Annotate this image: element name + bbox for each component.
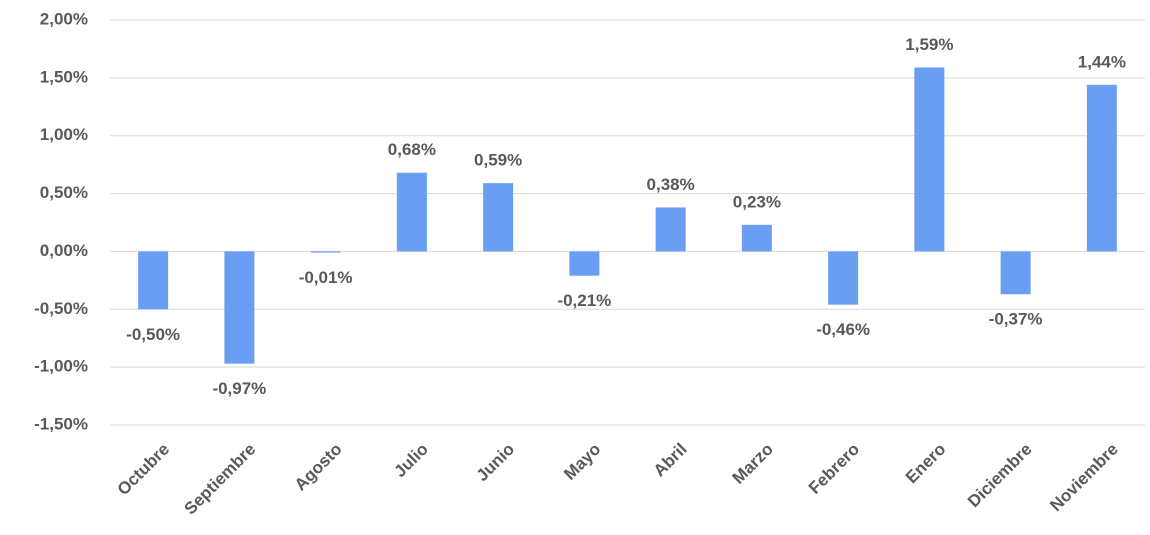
value-label: 0,38% — [647, 175, 695, 194]
x-tick-label: Septiembre — [180, 440, 259, 519]
x-tick-label: Junio — [473, 440, 518, 485]
y-tick-label: -1,50% — [34, 414, 88, 433]
y-tick-label: 2,00% — [40, 9, 88, 28]
bar — [310, 251, 341, 253]
value-label: 0,68% — [388, 140, 436, 159]
bar — [569, 251, 600, 276]
y-tick-label: 0,00% — [40, 241, 88, 260]
x-tick-label: Abril — [650, 440, 691, 481]
value-label: -0,37% — [989, 310, 1043, 329]
bar — [224, 251, 255, 364]
x-tick-label: Agosto — [291, 440, 346, 495]
value-label: -0,50% — [126, 325, 180, 344]
x-tick-label: Noviembre — [1046, 440, 1122, 516]
bar — [828, 251, 859, 305]
value-label: -0,01% — [299, 268, 353, 287]
x-tick-label: Enero — [902, 440, 950, 488]
bar — [138, 251, 169, 310]
x-tick-label: Diciembre — [964, 440, 1036, 512]
x-tick-label: Mayo — [560, 440, 604, 484]
bar — [1086, 84, 1117, 252]
bar — [483, 183, 514, 252]
x-tick-label: Marzo — [729, 440, 777, 488]
x-tick-label: Febrero — [805, 440, 863, 498]
y-tick-label: 1,50% — [40, 67, 88, 86]
value-label: 1,44% — [1078, 52, 1126, 71]
bar — [914, 67, 945, 252]
value-label: -0,21% — [557, 291, 611, 310]
bar — [1000, 251, 1031, 295]
y-tick-label: 0,50% — [40, 183, 88, 202]
y-tick-label: 1,00% — [40, 125, 88, 144]
value-label: 0,23% — [733, 192, 781, 211]
bar — [396, 172, 427, 252]
value-label: 0,59% — [474, 151, 522, 170]
value-label: -0,46% — [816, 320, 870, 339]
value-label: 1,59% — [905, 35, 953, 54]
value-label: -0,97% — [212, 379, 266, 398]
x-tick-label: Octubre — [114, 440, 174, 500]
y-tick-label: -0,50% — [34, 299, 88, 318]
x-tick-label: Julio — [390, 440, 431, 481]
bar — [655, 207, 686, 252]
bar — [741, 224, 772, 252]
y-tick-label: -1,00% — [34, 357, 88, 376]
